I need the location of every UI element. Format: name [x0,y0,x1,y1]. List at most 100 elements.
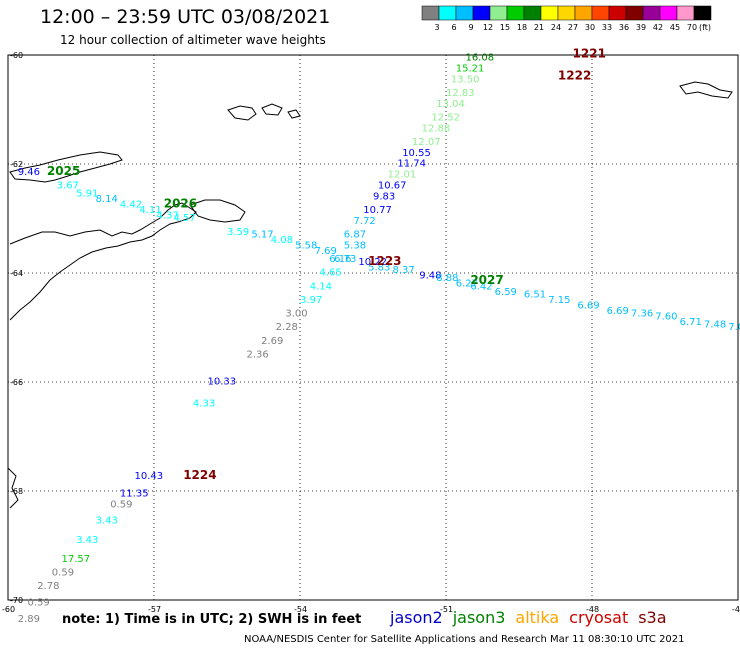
pass-id-label: 1224 [183,468,216,482]
legend-label: 9 [468,23,473,32]
wave-height-label: 3.43 [76,535,98,546]
wave-height-label: 6.87 [344,230,366,241]
page-title: 12:00 – 23:59 UTC 03/08/2021 [40,6,331,28]
wave-height-label: 12.01 [388,170,417,181]
wave-height-label: 10.33 [208,377,237,388]
wave-height-label: 7.72 [354,216,376,227]
legend-label: 45 [670,23,680,32]
wave-height-label: 10.77 [363,205,392,216]
legend-swatch [421,5,440,21]
legend-swatch [557,5,576,21]
wave-height-label: 5.58 [295,240,317,251]
wave-height-label: 12.88 [422,123,451,134]
wave-height-label: 3.67 [57,181,79,192]
coastline-southwest-edge [7,467,19,509]
wave-height-label: 6.42 [470,281,492,292]
footer-note: note: 1) Time is in UTC; 2) SWH is in fe… [62,612,362,627]
legend-swatch [642,5,661,21]
wave-height-label: 7.48 [704,320,726,331]
coastline-south-shetland [9,151,123,183]
wave-height-label: 12.07 [412,137,441,148]
lon-tick-label: -45 [732,605,740,614]
lon-tick-label: -48 [586,605,599,614]
legend-label: 15 [500,23,510,32]
wave-height-label: 9.48 [419,270,441,281]
legend-label: 24 [551,23,561,32]
map-frame [7,54,739,601]
lon-tick-label: -51 [440,605,453,614]
lat-tick-label: -70 [10,596,23,605]
legend-label: 39 [636,23,646,32]
wave-height-label: 5.17 [251,230,273,241]
wave-height-label: 17.57 [62,554,91,565]
coastline-joinville-island [189,199,246,223]
wave-height-label: 8.37 [392,265,414,276]
legend-swatch [438,5,457,21]
pass-id-label: 2025 [47,164,80,178]
legend-swatch [574,5,593,21]
lat-lon-grid: -60-62-64-66-68-70-60-57-54-51-48-45 [2,51,740,614]
wave-height-label: 7.06 [728,322,740,333]
wave-height-label: 6.69 [607,306,629,317]
legend-swatch [659,5,678,21]
legend-unit: (ft) [699,23,711,32]
legend-label: 36 [619,23,629,32]
pass-id-label: 1223 [368,254,401,268]
lat-tick-label: -64 [10,269,23,278]
color-legend: 3 6 9 12 15 18 21 24 27 30 33 36 39 42 45 70 (ft) [421,5,712,32]
legend-swatch [608,5,627,21]
legend-label: 12 [483,23,493,32]
page-subtitle: 12 hour collection of altimeter wave hei… [60,33,326,47]
wave-height-label: 5.83 [368,262,390,273]
coastline [7,81,733,509]
wave-height-label: 4.11 [139,205,161,216]
wave-height-label: 15.21 [456,63,485,74]
legend-swatch [676,5,695,21]
wave-height-label: 4.65 [319,268,341,279]
lon-tick-label: -57 [148,605,161,614]
satellite-s3a: s3a [638,608,667,627]
footer-credit: NOAA/NESDIS Center for Satellite Applica… [244,634,685,645]
wave-height-label: 5.38 [344,240,366,251]
pass-id-label: 1222 [558,69,591,83]
legend-swatch [540,5,559,21]
coastline-east-island [679,81,733,99]
pass-id-label: 2027 [470,273,503,287]
legend-swatch [591,5,610,21]
coastline-islet-3 [287,109,301,119]
wave-height-label: 2.89 [18,614,40,625]
wave-height-label: 3.43 [96,516,118,527]
legend-label: 18 [517,23,527,32]
wave-height-label: 0.59 [52,567,74,578]
legend-swatch [625,5,644,21]
wave-height-label: 3.59 [227,227,249,238]
wave-height-label: 3.00 [285,309,307,320]
wave-height-label: 6.69 [577,300,599,311]
lat-tick-label: -62 [10,160,23,169]
wave-height-label: 2.69 [261,336,283,347]
wave-height-label: 7.36 [631,309,653,320]
pass-labels: 1221 1222 2025 2026 1223 2027 1224 [47,47,606,482]
legend-label: 3 [434,23,439,32]
pass-id-label: 1221 [573,47,606,61]
wave-height-label: 4.08 [271,235,293,246]
satellite-altika: altika [515,608,560,627]
wave-height-label: 6.73 [334,254,356,265]
wave-height-label: 12.52 [431,112,460,123]
satellite-legend: jason2 jason3 altika cryosat s3a [390,608,677,627]
wave-height-label: 10.67 [378,181,407,192]
legend-label: 42 [653,23,663,32]
wave-height-label: 2.78 [37,581,59,592]
wave-height-label: 10.22 [358,257,387,268]
wave-height-label: 0.59 [27,597,49,608]
wave-height-label: 6.51 [524,290,546,301]
wave-height-label: 6.59 [495,287,517,298]
wave-height-label: 0.59 [110,499,132,510]
pass-id-label: 2026 [164,197,197,211]
legend-label: 21 [534,23,544,32]
satellite-jason3: jason3 [452,608,506,627]
wave-height-label: 9.46 [18,167,40,178]
coastline-islet-2 [261,103,283,116]
